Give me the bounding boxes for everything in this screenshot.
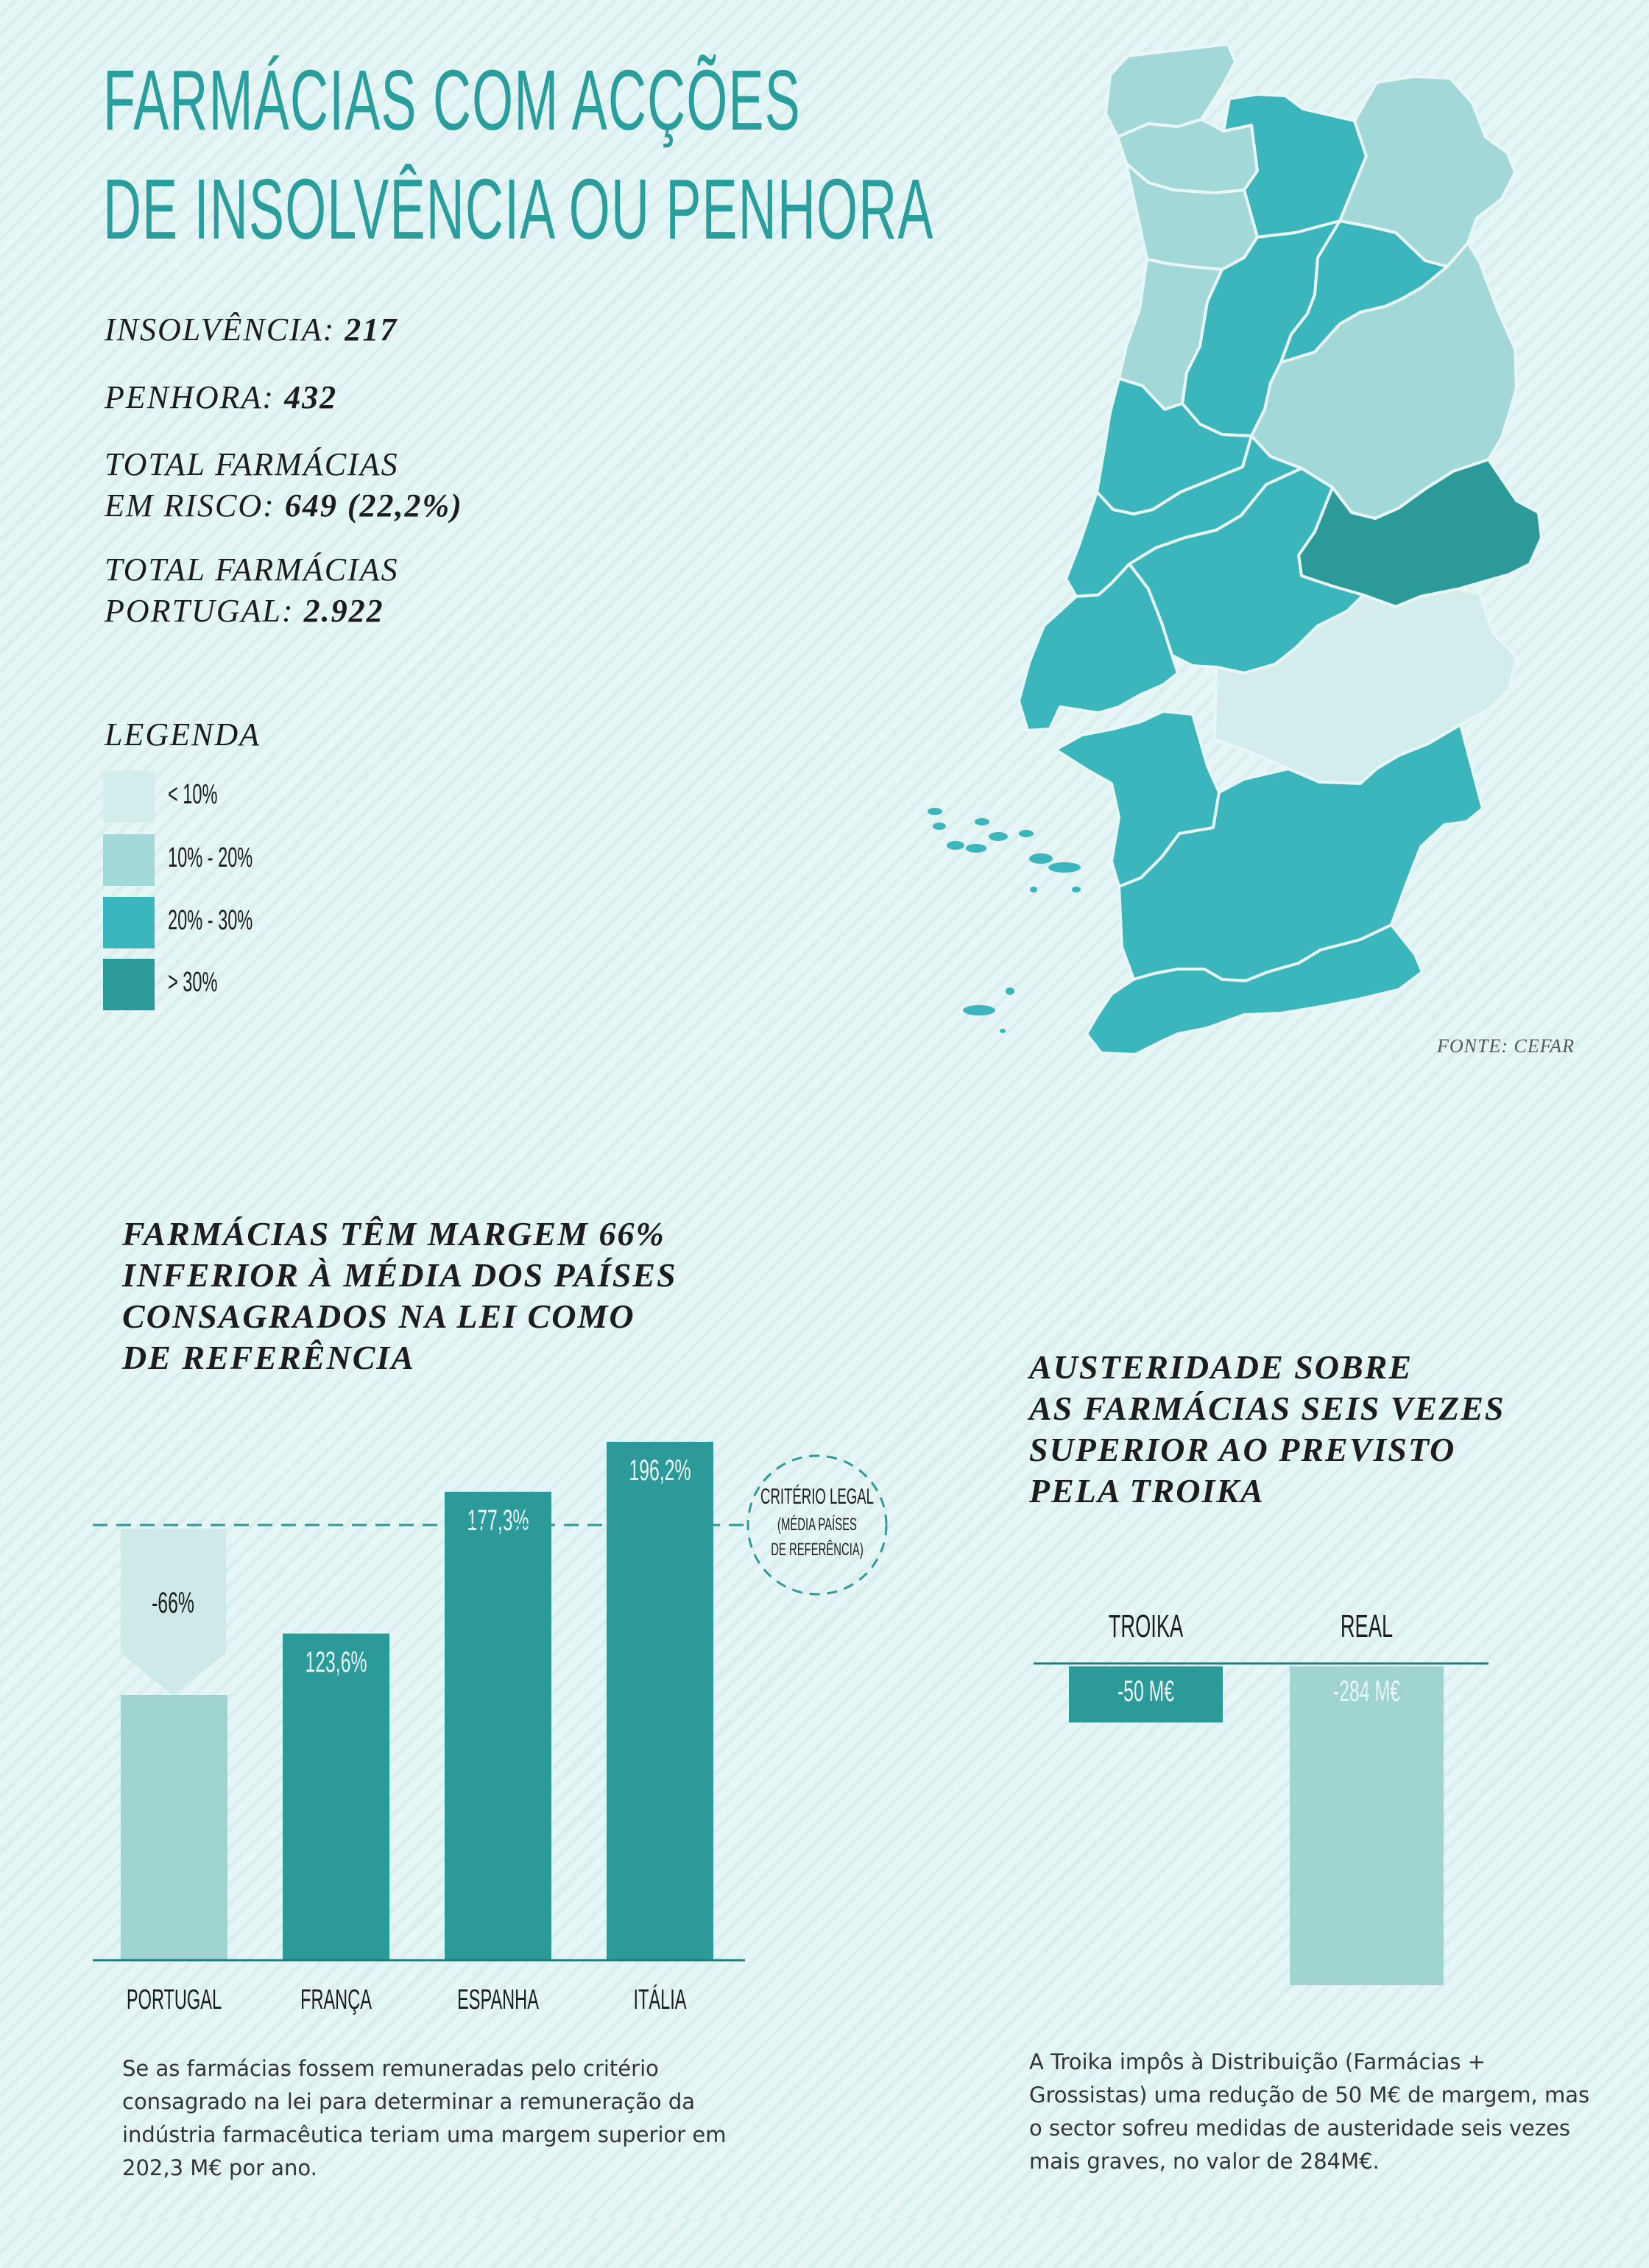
district-viana-do-castelo — [1104, 43, 1237, 138]
legend-swatch-gt30 — [103, 959, 155, 1010]
penhora-value: 432 — [284, 379, 338, 415]
austerity-section-title: AUSTERIDADE SOBRE AS FARMÁCIAS SEIS VEZE… — [1029, 1348, 1505, 1510]
bar-label-real: -284 M€ — [1333, 1675, 1400, 1708]
legend-swatch-lt10 — [103, 771, 155, 823]
category-label-franca: FRANÇA — [300, 1983, 372, 2015]
margin-section-note: Se as farmácias fossem remuneradas pelo … — [122, 2056, 727, 2180]
risco-label-2: EM RISCO: — [105, 487, 275, 524]
gap-arrow — [121, 1529, 226, 1695]
risco-label-1: TOTAL FARMÁCIAS — [105, 446, 399, 482]
page-title: FARMÁCIAS COM ACÇÕES DE INSOLVÊNCIA OU PE… — [103, 46, 934, 264]
azores-islands — [928, 808, 1081, 892]
category-label-real: REAL — [1341, 1607, 1393, 1644]
bar-label-espanha: 177,3% — [467, 1504, 529, 1537]
margin-section-title: FARMÁCIAS TÊM MARGEM 66% INFERIOR À MÉDI… — [122, 1215, 677, 1376]
source-note: FONTE: CEFAR — [1437, 1035, 1575, 1057]
stat-total: TOTAL FARMÁCIAS PORTUGAL: 2.922 — [105, 549, 399, 632]
legend-title: LEGENDA — [105, 716, 261, 753]
bar-label-troika: -50 M€ — [1117, 1675, 1175, 1708]
bar-troika — [1069, 1666, 1223, 1723]
penhora-label: PENHORA: — [105, 379, 275, 415]
legend-label-10-20: 10% - 20% — [168, 842, 253, 873]
bar-real — [1290, 1666, 1444, 1985]
reference-badge — [746, 1454, 888, 1596]
bar-espanha — [445, 1491, 551, 1960]
risco-value: 649 (22,2%) — [284, 487, 463, 524]
total-value: 2.922 — [303, 593, 384, 629]
title-line-2: DE INSOLVÊNCIA OU PENHORA — [103, 161, 934, 257]
bar-label-italia: 196,2% — [629, 1454, 691, 1487]
stat-insolvencia: INSOLVÊNCIA: 217 — [105, 309, 398, 351]
category-label-italia: ITÁLIA — [633, 1983, 687, 2015]
district-faro — [1085, 923, 1424, 1056]
austerity-section-note: A Troika impôs à Distribuição (Farmácias… — [1029, 2049, 1590, 2174]
bar-portugal — [121, 1695, 227, 1960]
portugal-district-map — [928, 43, 1543, 1056]
category-label-portugal: PORTUGAL — [127, 1983, 222, 2015]
title-line-1: FARMÁCIAS COM ACÇÕES — [103, 52, 801, 148]
stat-penhora: PENHORA: 432 — [105, 377, 337, 418]
gap-arrow-label: -66% — [152, 1587, 194, 1619]
legend-label-lt10: < 10% — [168, 779, 218, 810]
legend-swatch-10-20 — [103, 834, 155, 886]
category-label-espanha: ESPANHA — [457, 1983, 540, 2015]
legend-swatch-20-30 — [103, 897, 155, 948]
total-label-2: PORTUGAL: — [105, 593, 294, 629]
insolvencia-label: INSOLVÊNCIA: — [105, 311, 336, 348]
legend-label-20-30: 20% - 30% — [168, 905, 253, 936]
bar-franca — [283, 1633, 389, 1960]
total-label-1: TOTAL FARMÁCIAS — [105, 552, 399, 588]
category-label-troika: TROIKA — [1109, 1607, 1184, 1644]
margin-bar-chart: PORTUGAL 123,6% FRANÇA 177,3% ESPANHA 196,2% I… — [93, 1442, 888, 2015]
bar-italia — [607, 1442, 713, 1960]
stat-risco: TOTAL FARMÁCIAS EM RISCO: 649 (22,2%) — [105, 444, 463, 526]
reference-label-2: (MÉDIA PAÍSES — [777, 1514, 857, 1535]
district-lisboa — [1017, 563, 1179, 732]
austerity-bar-chart: -50 M€ TROIKA -284 M€ REAL — [1034, 1607, 1489, 1985]
madeira-islands — [963, 987, 1014, 1033]
insolvencia-value: 217 — [345, 311, 398, 348]
reference-label-3: DE REFERÊNCIA) — [771, 1539, 864, 1560]
reference-label-1: CRITÉRIO LEGAL — [760, 1483, 874, 1509]
bar-label-franca: 123,6% — [305, 1647, 367, 1679]
legend-label-gt30: > 30% — [168, 967, 218, 998]
